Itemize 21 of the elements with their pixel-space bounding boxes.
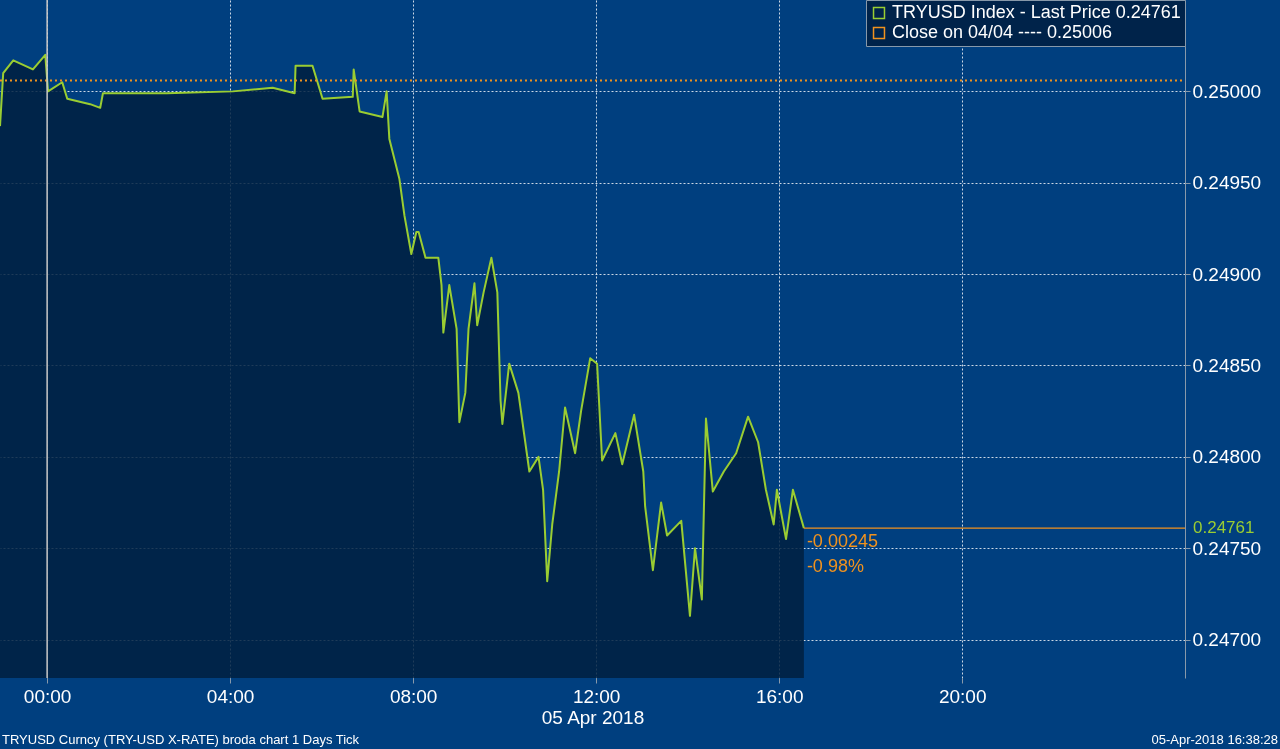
y-tick-label: 0.24950 xyxy=(1192,172,1262,194)
x-tick-label: 16:00 xyxy=(755,685,804,707)
x-tick-label: 04:00 xyxy=(206,685,255,707)
x-tick-label: 20:00 xyxy=(938,685,987,707)
annotation: -0.00245 xyxy=(806,531,878,552)
x-tick-label: 08:00 xyxy=(389,685,438,707)
y-tick-label: 0.24750 xyxy=(1192,537,1262,559)
x-axis-title: 05 Apr 2018 xyxy=(541,706,645,728)
text: 05-Apr-2018 16:38:28 xyxy=(1151,732,1278,747)
legend-label: TRYUSD Index - Last Price 0.24761 xyxy=(892,2,1181,22)
x-tick-label: 00:00 xyxy=(23,685,72,707)
x-tick-label: 12:00 xyxy=(572,685,621,707)
annotation: -0.98% xyxy=(806,556,864,577)
ref-line-label: 0.24761 xyxy=(1193,518,1255,538)
text: TRYUSD Curncy (TRY-USD X-RATE) broda chart 1 Days Tick xyxy=(2,732,360,747)
y-tick-label: 0.24900 xyxy=(1192,263,1262,285)
legend-label: Close on 04/04 ---- 0.25006 xyxy=(892,22,1113,42)
y-tick-label: 0.24700 xyxy=(1192,629,1262,651)
y-tick-label: 0.24800 xyxy=(1192,446,1262,468)
y-tick-label: 0.24850 xyxy=(1192,355,1262,376)
y-tick-label: 0.25000 xyxy=(1192,80,1262,102)
